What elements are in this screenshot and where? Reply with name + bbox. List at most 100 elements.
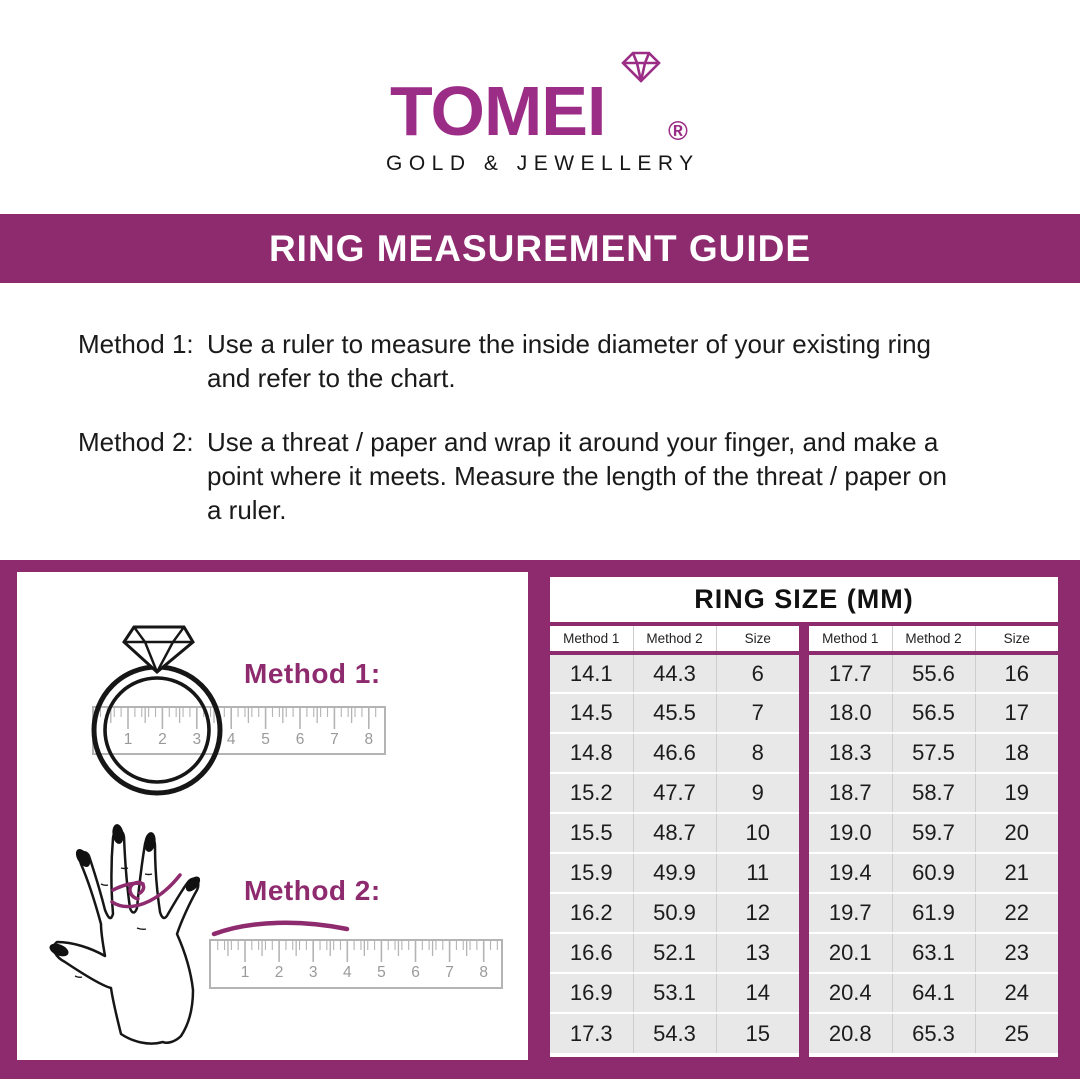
size-row: 18.0 56.5 17 [809,692,1058,733]
size-row: 19.7 61.9 22 [809,892,1058,933]
svg-text:3: 3 [309,964,318,981]
diamond-icon [621,51,661,83]
size-cell: 52.1 [632,932,716,973]
size-cell: 21 [974,852,1058,893]
size-cell: 17.3 [550,1012,633,1053]
size-cell: 14.1 [550,653,633,693]
size-cell: 15.2 [550,772,633,813]
svg-text:2: 2 [158,731,167,748]
method-2-caption: Method 2: [244,875,381,906]
column-header: Method 2 [891,626,975,655]
size-row: 17.3 54.3 15 [550,1012,799,1053]
size-cell: 57.5 [891,732,975,773]
size-cell: 14.8 [550,732,633,773]
size-cell: 54.3 [632,1012,716,1053]
size-cell: 50.9 [632,892,716,933]
svg-text:5: 5 [377,964,386,981]
ring-diamond-icon [122,625,195,674]
size-cell: 44.3 [632,653,716,693]
banner: RING MEASUREMENT GUIDE [0,214,1080,283]
svg-text:1: 1 [241,964,250,981]
svg-text:7: 7 [445,964,454,981]
instructions: Method 1: Use a ruler to measure the ins… [78,327,947,557]
table-divider [799,626,809,1057]
size-row: 14.8 46.6 8 [550,732,799,773]
size-row: 19.0 59.7 20 [809,812,1058,853]
illustration-panel: 1 2 3 4 5 6 7 8 [17,572,528,1060]
size-table-left: Method 1 Method 2 Size 14.1 44.3 6 14.5 45.5 7 14… [550,626,799,1053]
size-cell: 17 [974,692,1058,733]
size-table-left-wrap: Method 1 Method 2 Size 14.1 44.3 6 14.5 45.5 7 14… [550,626,799,1057]
size-cell: 48.7 [632,812,716,853]
svg-text:8: 8 [479,964,488,981]
size-cell: 23 [974,932,1058,973]
brand-tagline: GOLD & JEWELLERY [386,152,700,175]
size-row: 20.4 64.1 24 [809,972,1058,1013]
size-cell: 61.9 [891,892,975,933]
size-cell: 60.9 [891,852,975,893]
svg-text:4: 4 [343,964,352,981]
hand-icon [49,824,201,1045]
size-cell: 15.5 [550,812,633,853]
size-cell: 16.2 [550,892,633,933]
size-cell: 20.4 [809,972,892,1013]
size-cell: 55.6 [891,653,975,693]
size-cell: 14 [715,972,799,1013]
size-cell: 13 [715,932,799,973]
size-cell: 56.5 [891,692,975,733]
size-cell: 18.7 [809,772,892,813]
size-table-panel: RING SIZE (MM) Method 1 Method 2 Size 14.1 4… [545,572,1063,1062]
banner-title: RING MEASUREMENT GUIDE [268,227,812,269]
size-table-groups: Method 1 Method 2 Size 14.1 44.3 6 14.5 45.5 7 14… [550,626,1058,1057]
size-cell: 15.9 [550,852,633,893]
size-cell: 19.0 [809,812,892,853]
svg-text:6: 6 [411,964,420,981]
thread-line [211,920,350,937]
size-row: 20.8 65.3 25 [809,1012,1058,1053]
method-1-instruction: Method 1: Use a ruler to measure the ins… [78,327,947,395]
size-row: 18.7 58.7 19 [809,772,1058,813]
column-header: Method 1 [809,626,892,655]
size-cell: 19 [974,772,1058,813]
size-cell: 58.7 [891,772,975,813]
size-cell: 7 [715,692,799,733]
size-cell: 16.6 [550,932,633,973]
size-row: 19.4 60.9 21 [809,852,1058,893]
size-row: 14.1 44.3 6 [550,653,799,693]
illustration-graphic: 1 2 3 4 5 6 7 8 [49,625,503,1045]
size-cell: 16.9 [550,972,633,1013]
knuckle-marks [74,867,153,979]
svg-text:6: 6 [296,731,305,748]
svg-text:8: 8 [364,731,373,748]
size-cell: 64.1 [891,972,975,1013]
ring-icon [91,625,223,796]
size-cell: 10 [715,812,799,853]
method-2-label: Method 2: [78,427,194,457]
svg-text:7: 7 [330,731,339,748]
size-cell: 45.5 [632,692,716,733]
svg-text:2: 2 [275,964,284,981]
size-cell: 8 [715,732,799,773]
svg-text:5: 5 [261,731,270,748]
size-row: 15.5 48.7 10 [550,812,799,853]
size-cell: 20.8 [809,1012,892,1053]
size-row: 15.9 49.9 11 [550,852,799,893]
ruler-1-graphic: 1 2 3 4 5 6 7 8 [92,706,386,755]
size-cell: 17.7 [809,653,892,693]
ruler-2-graphic: 1 2 3 4 5 6 7 8 [209,939,503,989]
size-cell: 47.7 [632,772,716,813]
size-table-title: RING SIZE (MM) [550,577,1058,622]
size-cell: 6 [715,653,799,693]
title-divider [550,622,1058,626]
size-cell: 18.3 [809,732,892,773]
column-header: Size [715,626,799,655]
size-cell: 63.1 [891,932,975,973]
method-1-caption: Method 1: [244,658,381,689]
svg-text:4: 4 [227,731,236,748]
size-cell: 11 [715,852,799,893]
svg-text:1: 1 [124,731,133,748]
size-cell: 18.0 [809,692,892,733]
size-cell: 20.1 [809,932,892,973]
size-row: 15.2 47.7 9 [550,772,799,813]
